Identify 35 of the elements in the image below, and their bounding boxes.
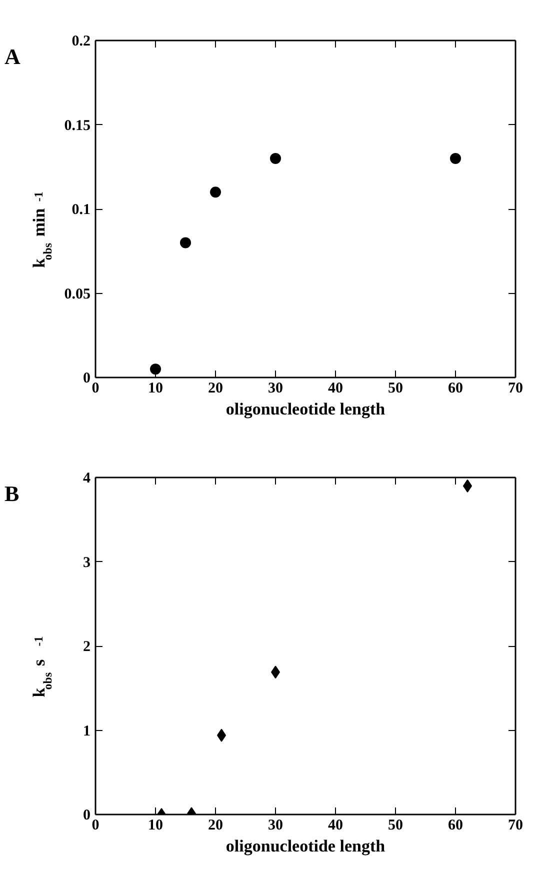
- y-tick-label: 0.2: [72, 34, 90, 50]
- x-tick-label: 10: [148, 818, 163, 834]
- y-tick-label: 1: [83, 723, 90, 740]
- x-tick-label: 50: [388, 818, 403, 834]
- y-tick-label: 3: [83, 554, 90, 571]
- x-tick-label: 70: [508, 818, 523, 834]
- x-tick-label: 30: [268, 380, 283, 396]
- y-tick-label: 0: [83, 808, 90, 824]
- point: [150, 364, 161, 375]
- chart-title: A: [4, 44, 20, 70]
- chart-title: B: [4, 481, 20, 506]
- y-tick-label: 0.1: [72, 202, 90, 218]
- y-tick-label: 0.05: [64, 286, 90, 302]
- x-tick-label: 20: [208, 818, 223, 834]
- x-tick-label: 40: [328, 380, 343, 396]
- x-tick-label: 70: [508, 380, 523, 396]
- point: [180, 237, 191, 248]
- y-tick-label: 2: [83, 639, 90, 655]
- x-axis-title: oligonucleotide length: [226, 400, 386, 418]
- x-tick-label: 30: [268, 818, 283, 834]
- x-tick-label: 10: [148, 380, 163, 396]
- y-tick-label: 0.15: [64, 118, 90, 134]
- y-tick-label: 0: [83, 370, 90, 386]
- y-axis-title: kobs s-1: [30, 636, 54, 698]
- y-tick-label: 4: [83, 470, 91, 486]
- x-axis-title: oligonucleotide length: [226, 836, 386, 856]
- x-tick-label: 50: [388, 380, 403, 396]
- point: [210, 186, 221, 198]
- x-tick-label: 60: [448, 380, 463, 396]
- x-tick-label: 60: [448, 818, 463, 834]
- y-axis-title: kobs min-1: [30, 192, 54, 268]
- x-tick-label: 20: [208, 380, 223, 396]
- point: [270, 152, 281, 164]
- x-tick-label: 40: [328, 818, 343, 834]
- point: [450, 152, 461, 164]
